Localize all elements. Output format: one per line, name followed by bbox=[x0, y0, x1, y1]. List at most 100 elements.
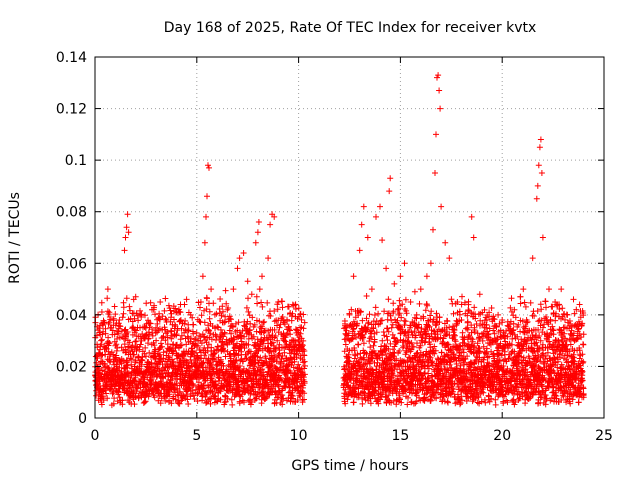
data-point bbox=[518, 301, 524, 307]
data-point bbox=[534, 196, 540, 202]
data-point bbox=[538, 137, 544, 143]
data-point bbox=[302, 320, 308, 326]
data-point bbox=[162, 296, 168, 302]
data-point bbox=[465, 319, 471, 325]
data-point bbox=[451, 311, 457, 317]
data-point bbox=[522, 300, 528, 306]
data-point bbox=[202, 240, 208, 246]
data-point bbox=[445, 400, 451, 406]
data-point bbox=[540, 235, 546, 241]
data-point bbox=[495, 312, 501, 318]
data-point bbox=[359, 222, 365, 228]
data-point bbox=[123, 235, 129, 241]
data-point bbox=[204, 193, 210, 199]
data-point bbox=[430, 227, 436, 233]
data-point bbox=[577, 302, 583, 308]
data-point bbox=[528, 300, 534, 306]
x-tick-label: 15 bbox=[391, 428, 409, 444]
data-point bbox=[189, 315, 195, 321]
data-point bbox=[157, 299, 163, 305]
data-point bbox=[471, 235, 477, 241]
data-point bbox=[471, 304, 477, 310]
data-point bbox=[217, 296, 223, 302]
data-point bbox=[197, 305, 203, 311]
data-point bbox=[152, 311, 158, 317]
data-point bbox=[185, 401, 191, 407]
data-point bbox=[245, 309, 251, 315]
data-point bbox=[372, 312, 378, 318]
data-point bbox=[207, 316, 213, 322]
data-point bbox=[255, 229, 261, 235]
data-point bbox=[438, 204, 444, 210]
data-point bbox=[493, 402, 499, 408]
data-point bbox=[256, 219, 262, 225]
data-point bbox=[132, 339, 138, 345]
data-point bbox=[387, 175, 393, 181]
data-point bbox=[116, 317, 122, 323]
data-point bbox=[367, 311, 373, 317]
data-point bbox=[530, 255, 536, 261]
data-point bbox=[423, 307, 429, 313]
data-point bbox=[375, 311, 381, 317]
data-point bbox=[178, 336, 184, 342]
data-point bbox=[190, 322, 196, 328]
data-point bbox=[433, 131, 439, 137]
data-point bbox=[351, 399, 357, 405]
data-point bbox=[121, 304, 127, 310]
x-tick-label: 10 bbox=[290, 428, 308, 444]
data-point bbox=[235, 265, 241, 271]
data-point bbox=[361, 204, 367, 210]
data-point bbox=[161, 308, 167, 314]
data-point bbox=[254, 301, 260, 307]
data-point bbox=[202, 319, 208, 325]
data-point bbox=[475, 330, 481, 336]
data-point bbox=[385, 326, 391, 332]
data-point bbox=[385, 296, 391, 302]
data-point bbox=[517, 294, 523, 300]
data-point bbox=[279, 298, 285, 304]
data-point bbox=[383, 265, 389, 271]
data-point bbox=[428, 260, 434, 266]
data-point bbox=[442, 240, 448, 246]
data-point bbox=[373, 214, 379, 220]
data-point bbox=[369, 286, 375, 292]
data-point bbox=[432, 170, 438, 176]
data-point bbox=[559, 305, 565, 311]
data-point bbox=[105, 286, 111, 292]
data-point bbox=[260, 320, 266, 326]
data-point bbox=[390, 300, 396, 306]
data-point bbox=[355, 342, 361, 348]
data-point bbox=[403, 318, 409, 324]
data-point bbox=[229, 402, 235, 408]
data-point bbox=[357, 247, 363, 253]
data-point bbox=[412, 289, 418, 295]
data-point bbox=[273, 333, 279, 339]
data-point bbox=[546, 286, 552, 292]
data-point bbox=[459, 294, 465, 300]
data-point bbox=[343, 342, 349, 348]
data-point bbox=[244, 305, 250, 311]
data-point bbox=[241, 250, 247, 256]
data-point bbox=[571, 296, 577, 302]
x-tick-label: 0 bbox=[91, 428, 100, 444]
data-point bbox=[258, 300, 264, 306]
data-point bbox=[391, 281, 397, 287]
data-point bbox=[112, 304, 118, 310]
data-point bbox=[385, 337, 391, 343]
data-point bbox=[535, 183, 541, 189]
data-point bbox=[265, 255, 271, 261]
data-point bbox=[581, 331, 587, 337]
data-point bbox=[259, 273, 265, 279]
data-point bbox=[580, 342, 586, 348]
data-point bbox=[145, 340, 151, 346]
data-point bbox=[386, 188, 392, 194]
data-point bbox=[257, 286, 263, 292]
data-point bbox=[537, 144, 543, 150]
data-point bbox=[434, 310, 440, 316]
data-point bbox=[558, 286, 564, 292]
data-point bbox=[359, 401, 365, 407]
data-point bbox=[125, 211, 131, 217]
data-point bbox=[417, 301, 423, 307]
data-point bbox=[168, 336, 174, 342]
